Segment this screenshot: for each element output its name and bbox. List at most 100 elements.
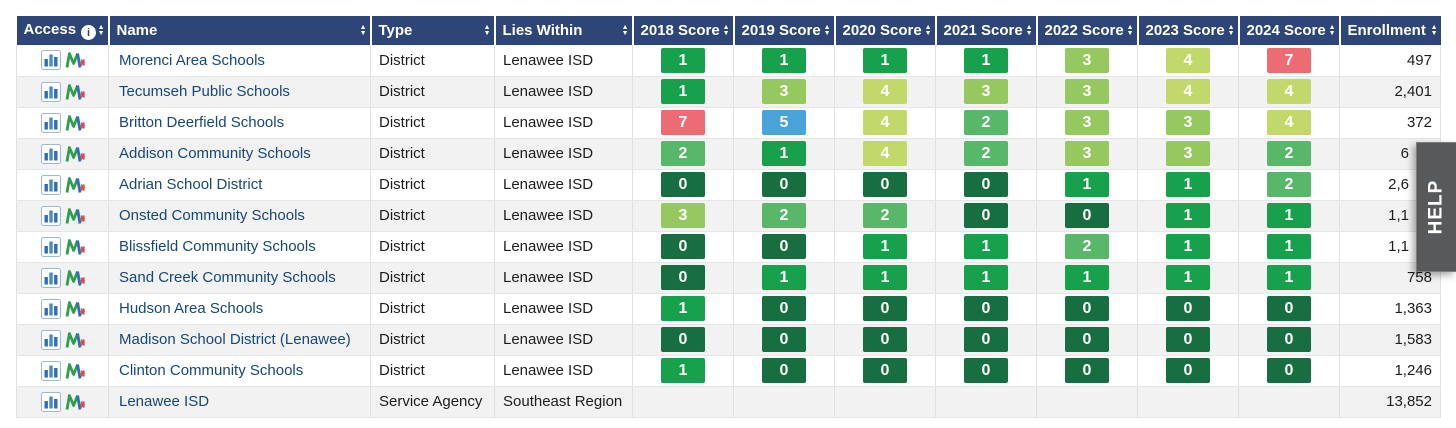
bar-chart-report-icon[interactable] xyxy=(41,50,61,70)
mischooldata-m-logo-icon[interactable] xyxy=(65,237,85,257)
type-cell: District xyxy=(370,107,495,139)
type-cell: Service Agency xyxy=(370,386,495,418)
bar-chart-report-icon[interactable] xyxy=(41,237,61,257)
bar-chart-report-icon[interactable] xyxy=(41,113,61,133)
col-header-2023-score[interactable]: 2023 Score xyxy=(1137,16,1240,45)
mischooldata-m-logo-icon[interactable] xyxy=(65,50,85,70)
col-header-2018-score[interactable]: 2018 Score xyxy=(632,16,735,45)
entity-link[interactable]: Onsted Community Schools xyxy=(119,207,305,224)
score-cell-2019: 0 xyxy=(733,324,835,356)
mischooldata-m-logo-icon[interactable] xyxy=(65,330,85,350)
table-row: Sand Creek Community Schools District Le… xyxy=(16,262,1441,294)
col-header-2022-score[interactable]: 2022 Score xyxy=(1036,16,1139,45)
score-badge: 5 xyxy=(762,110,806,135)
sort-icon[interactable] xyxy=(360,25,367,37)
col-header-2020-score[interactable]: 2020 Score xyxy=(834,16,937,45)
sort-icon[interactable] xyxy=(622,25,629,37)
bar-chart-report-icon[interactable] xyxy=(41,82,61,102)
bar-chart-report-icon[interactable] xyxy=(41,175,61,195)
sort-icon[interactable] xyxy=(1127,25,1134,37)
score-cell-2022: 0 xyxy=(1036,324,1138,356)
sort-icon[interactable] xyxy=(723,25,730,37)
entity-link[interactable]: Britton Deerfield Schools xyxy=(119,114,285,131)
bar-chart-report-icon[interactable] xyxy=(41,361,61,381)
sort-icon[interactable] xyxy=(1228,25,1235,37)
entity-link[interactable]: Tecumseh Public Schools xyxy=(119,83,290,100)
score-badge: 3 xyxy=(1166,141,1210,166)
lies-within-cell: Lenawee ISD xyxy=(494,138,633,170)
score-badge: 1 xyxy=(1166,234,1210,259)
col-header-2019-score[interactable]: 2019 Score xyxy=(733,16,836,45)
col-header-type[interactable]: Type xyxy=(370,16,496,45)
bar-chart-report-icon[interactable] xyxy=(41,206,61,226)
col-header-label: Type xyxy=(378,22,413,39)
mischooldata-m-logo-icon[interactable] xyxy=(65,268,85,288)
score-badge: 0 xyxy=(661,327,705,352)
score-cell-2021: 0 xyxy=(935,324,1037,356)
score-badge: 0 xyxy=(964,203,1008,228)
table-row: Tecumseh Public Schools District Lenawee… xyxy=(16,76,1441,108)
info-icon[interactable] xyxy=(81,25,97,41)
score-badge: 1 xyxy=(661,47,705,73)
mischooldata-m-logo-icon[interactable] xyxy=(65,144,85,164)
mischooldata-m-logo-icon[interactable] xyxy=(65,392,85,412)
entity-link[interactable]: Lenawee ISD xyxy=(119,393,210,410)
mischooldata-m-logo-icon[interactable] xyxy=(65,82,85,102)
name-cell: Madison School District (Lenawee) xyxy=(108,324,371,356)
score-badge: 0 xyxy=(1065,203,1109,228)
score-badge: 1 xyxy=(661,358,705,383)
bar-chart-report-icon[interactable] xyxy=(41,144,61,164)
entity-link[interactable]: Adrian School District xyxy=(119,176,263,193)
name-cell: Britton Deerfield Schools xyxy=(108,107,371,139)
score-badge: 1 xyxy=(964,47,1008,73)
entity-link[interactable]: Hudson Area Schools xyxy=(119,300,264,317)
entity-link[interactable]: Blissfield Community Schools xyxy=(119,238,316,255)
entity-link[interactable]: Addison Community Schools xyxy=(119,145,311,162)
col-header-label: 2022 Score xyxy=(1044,22,1124,39)
sort-icon[interactable] xyxy=(1431,25,1438,37)
score-badge: 7 xyxy=(1267,47,1311,73)
col-header-enrollment[interactable]: Enrollment xyxy=(1339,16,1441,45)
col-header-lies-within[interactable]: Lies Within xyxy=(494,16,634,45)
score-cell-2023: 1 xyxy=(1137,200,1239,232)
mischooldata-m-logo-icon[interactable] xyxy=(65,175,85,195)
mischooldata-m-logo-icon[interactable] xyxy=(65,206,85,226)
sort-icon[interactable] xyxy=(925,25,932,37)
bar-chart-report-icon[interactable] xyxy=(41,268,61,288)
score-badge: 0 xyxy=(661,234,705,259)
score-cell-2020: 0 xyxy=(834,355,936,387)
bar-chart-report-icon[interactable] xyxy=(41,392,61,412)
score-cell-2021: 0 xyxy=(935,355,1037,387)
score-cell-2022: 3 xyxy=(1036,107,1138,139)
score-cell-2018: 0 xyxy=(632,169,734,201)
sort-icon[interactable] xyxy=(1329,25,1336,37)
score-cell-2021: 1 xyxy=(935,231,1037,263)
entity-link[interactable]: Sand Creek Community Schools xyxy=(119,269,336,286)
score-badge: 2 xyxy=(1065,234,1109,259)
score-cell-2022: 0 xyxy=(1036,355,1138,387)
col-header-2024-score[interactable]: 2024 Score xyxy=(1238,16,1341,45)
col-header-name[interactable]: Name xyxy=(108,16,372,45)
entity-link[interactable]: Morenci Area Schools xyxy=(119,51,265,69)
entity-link[interactable]: Clinton Community Schools xyxy=(119,362,304,379)
sort-icon[interactable] xyxy=(824,25,831,37)
type-cell: District xyxy=(370,76,495,108)
score-cell-2020: 1 xyxy=(834,231,936,263)
sort-icon[interactable] xyxy=(1026,25,1033,37)
table-row: Hudson Area Schools District Lenawee ISD… xyxy=(16,293,1441,325)
sort-icon[interactable] xyxy=(98,25,105,37)
enrollment-cell: 1,583 xyxy=(1339,324,1441,356)
score-cell-2022: 0 xyxy=(1036,293,1138,325)
mischooldata-m-logo-icon[interactable] xyxy=(65,361,85,381)
help-tab[interactable]: HELP xyxy=(1416,142,1456,272)
col-header-access[interactable]: Access xyxy=(16,16,110,45)
col-header-2021-score[interactable]: 2021 Score xyxy=(935,16,1038,45)
score-cell-2020: 0 xyxy=(834,324,936,356)
mischooldata-m-logo-icon[interactable] xyxy=(65,113,85,133)
score-cell-2024: 2 xyxy=(1238,138,1340,170)
sort-icon[interactable] xyxy=(484,25,491,37)
entity-link[interactable]: Madison School District (Lenawee) xyxy=(119,331,351,348)
bar-chart-report-icon[interactable] xyxy=(41,330,61,350)
mischooldata-m-logo-icon[interactable] xyxy=(65,299,85,319)
bar-chart-report-icon[interactable] xyxy=(41,299,61,319)
